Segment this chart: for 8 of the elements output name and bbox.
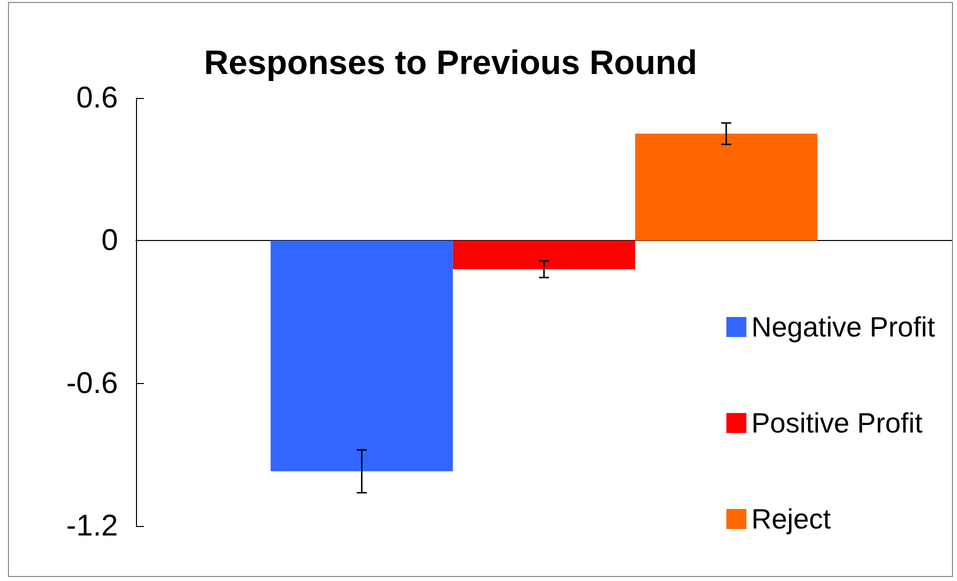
legend-label: Negative Profit	[751, 312, 936, 342]
y-tick-label: -0.6	[66, 366, 118, 400]
legend-label: Positive Profit	[751, 408, 923, 438]
legend-label: Reject	[751, 504, 831, 534]
y-tick-label: -1.2	[66, 510, 118, 542]
y-tick-label: 0.6	[76, 82, 118, 114]
chart-title: Responses to Previous Round	[204, 44, 698, 82]
y-tick-label: 0	[101, 224, 118, 258]
